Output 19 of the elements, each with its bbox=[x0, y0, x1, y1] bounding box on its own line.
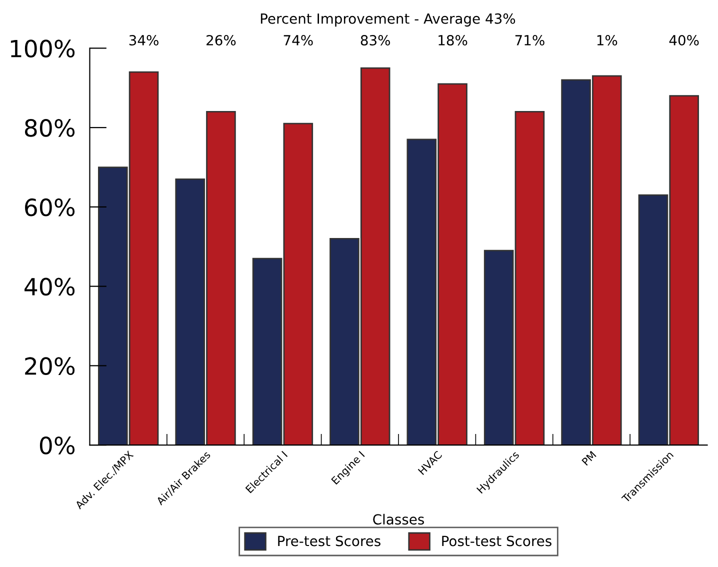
y-tick-label: 80% bbox=[24, 119, 75, 137]
y-tick-label: 60% bbox=[25, 198, 75, 216]
x-axis-title: Classes bbox=[373, 514, 424, 525]
y-tick-label: 100% bbox=[10, 40, 75, 58]
legend-label: Pre-test Scores bbox=[278, 536, 380, 546]
text: 40% bbox=[669, 35, 699, 46]
y-tick-label: 0% bbox=[40, 436, 75, 454]
chart-subtitle: Percent Improvement - Average 43% bbox=[260, 13, 516, 27]
text: 83% bbox=[360, 35, 390, 46]
text: 18% bbox=[438, 35, 468, 46]
y-tick-label: 40% bbox=[24, 278, 75, 296]
text: 34% bbox=[129, 35, 158, 46]
y-tick-label: 20% bbox=[25, 357, 75, 376]
text: 1% bbox=[597, 35, 618, 46]
legend-label: Post-test Scores bbox=[442, 536, 552, 546]
text: 71% bbox=[515, 35, 544, 46]
text: 74% bbox=[284, 35, 313, 46]
text: 26% bbox=[206, 35, 236, 46]
x-tick-label: PM bbox=[582, 450, 596, 466]
